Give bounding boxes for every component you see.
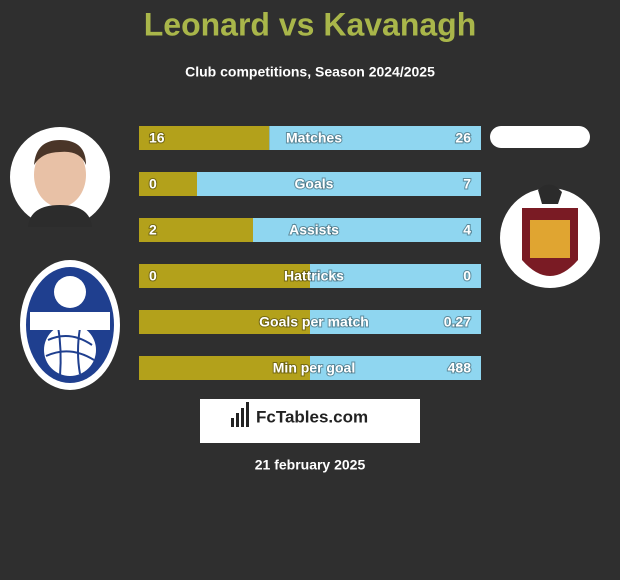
brand: FcTables.com <box>256 407 368 426</box>
right-bar <box>310 264 481 288</box>
left-value: 0 <box>149 268 157 284</box>
right-value: 488 <box>448 360 472 376</box>
left-value: 2 <box>149 222 157 238</box>
stat-label: Min per goal <box>273 360 355 376</box>
date: 21 february 2025 <box>255 457 366 473</box>
right-bar <box>253 218 481 242</box>
right-bar <box>310 356 481 380</box>
right-value: 26 <box>455 130 471 146</box>
right-value: 7 <box>463 176 471 192</box>
placeholder-oval <box>490 126 590 148</box>
stat-label: Assists <box>289 222 339 238</box>
left-bar <box>139 310 310 334</box>
player-avatar <box>10 127 110 227</box>
title: Leonard vs Kavanagh <box>144 6 477 42</box>
stat-label: Matches <box>286 130 342 146</box>
left-bar <box>139 356 310 380</box>
right-value: 0 <box>463 268 471 284</box>
brand-icon <box>231 402 249 427</box>
subtitle: Club competitions, Season 2024/2025 <box>185 64 435 80</box>
stat-label: Hattricks <box>284 268 344 284</box>
right-bar <box>310 310 481 334</box>
left-value: 16 <box>149 130 165 146</box>
right-value: 4 <box>463 222 471 238</box>
left-bar <box>139 218 253 242</box>
left-bar <box>139 172 197 196</box>
right-bar <box>197 172 481 196</box>
right-club-logo <box>500 184 600 288</box>
stat-label: Goals <box>295 176 334 192</box>
right-bar <box>269 126 481 150</box>
right-value: 0.27 <box>444 314 471 330</box>
left-value: 0 <box>149 176 157 192</box>
left-club-logo <box>20 260 120 390</box>
left-bar <box>139 126 270 150</box>
stat-label: Goals per match <box>259 314 369 330</box>
left-bar <box>139 264 310 288</box>
